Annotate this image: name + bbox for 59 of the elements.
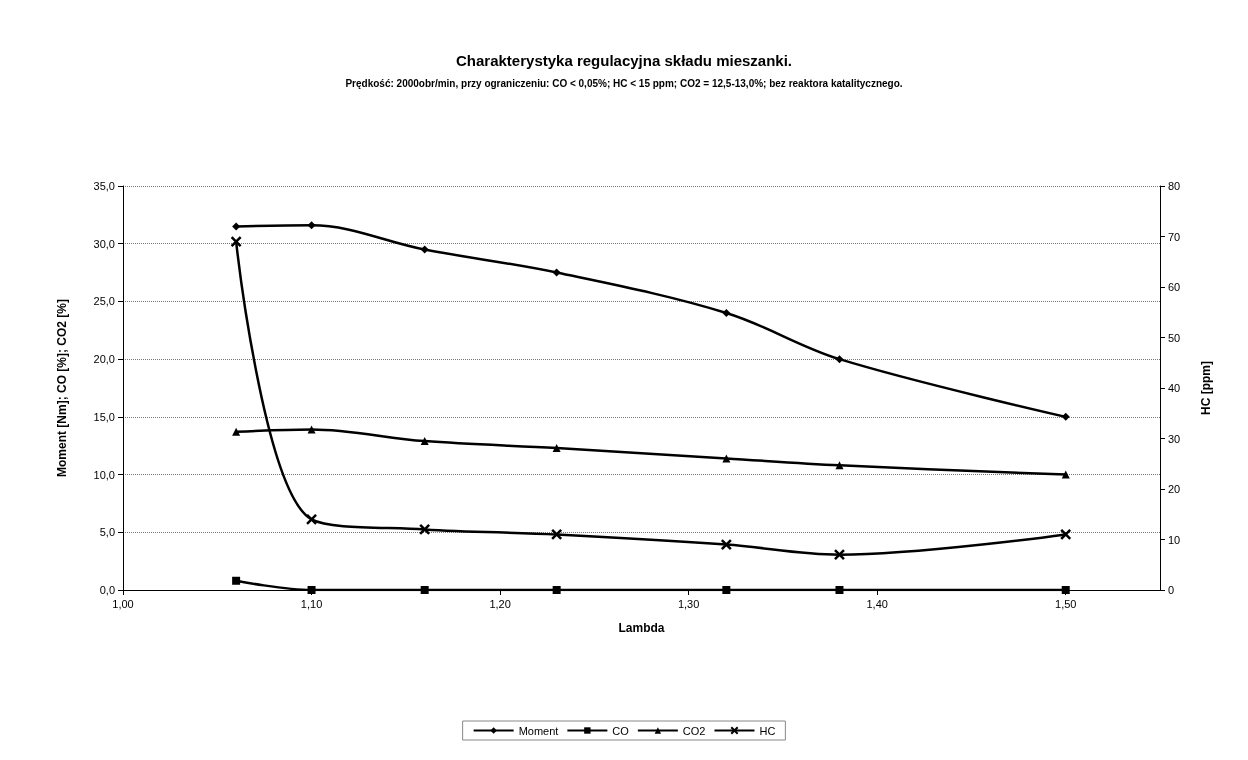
point xyxy=(420,586,429,594)
chart-title: Charakterystyka regulacyjna składu mieszanki. xyxy=(455,52,793,69)
chart-subtitle: Prędkość: 2000obr/min, przy ograniczeniu: CO < 0,05%; HC < 15 ppm; CO2 = 12,5-13,0%; bez reaktora katalitycznego. xyxy=(345,77,903,89)
y-axis-title: Moment [Nm]; CO [%]; CO2 [%] xyxy=(55,299,69,477)
point xyxy=(1061,586,1070,594)
point xyxy=(418,523,431,536)
point xyxy=(552,444,561,453)
point xyxy=(307,425,316,434)
y-tick-label: 15,0 xyxy=(93,410,115,423)
point xyxy=(835,586,844,594)
x-tick-label: 1,50 xyxy=(1055,597,1077,610)
point xyxy=(835,461,844,470)
legend-label: CO xyxy=(612,724,630,737)
point xyxy=(550,528,563,541)
y-tick-label: 0,0 xyxy=(99,584,115,596)
point xyxy=(1061,470,1070,479)
y2-tick-label: 50 xyxy=(1168,331,1181,344)
legend-label: Moment xyxy=(518,724,559,737)
point xyxy=(230,235,242,248)
point xyxy=(1059,528,1072,541)
y2-tick-label: 60 xyxy=(1168,281,1181,293)
y-tick-label: 10,0 xyxy=(93,468,115,481)
x-axis-title: Lambda xyxy=(618,621,665,635)
y2-tick-label: 40 xyxy=(1168,382,1181,394)
y-tick-label: 5,0 xyxy=(99,526,115,539)
x-tick-label: 1,40 xyxy=(866,597,888,610)
y-tick-label: 25,0 xyxy=(93,295,115,308)
y-tick-label: 35,0 xyxy=(93,180,115,192)
x-tick-label: 1,30 xyxy=(677,597,700,610)
x-tick-label: 1,20 xyxy=(489,597,511,610)
y2-tick-label: 20 xyxy=(1168,483,1181,495)
point xyxy=(232,427,241,436)
y-tick-label: 20,0 xyxy=(93,353,115,366)
point xyxy=(722,586,731,594)
x-tick-label: 1,10 xyxy=(300,597,323,610)
y-tick-label: 30,0 xyxy=(93,237,115,250)
point xyxy=(552,586,561,594)
legend-label: CO2 xyxy=(682,724,706,737)
point xyxy=(307,586,316,594)
point xyxy=(232,576,241,585)
y2-axis-title: HC [ppm] xyxy=(1199,361,1213,415)
point xyxy=(552,268,561,277)
legend-label: HC xyxy=(759,724,776,737)
point xyxy=(420,437,429,446)
y2-tick-label: 30 xyxy=(1168,432,1181,445)
point xyxy=(420,245,429,254)
point xyxy=(835,355,844,364)
y2-tick-label: 10 xyxy=(1168,533,1181,546)
point xyxy=(232,222,241,231)
x-tick-label: 1,00 xyxy=(112,597,134,610)
point xyxy=(1061,412,1070,421)
y2-tick-label: 80 xyxy=(1168,180,1181,192)
point xyxy=(305,513,318,526)
y2-tick-label: 70 xyxy=(1168,230,1181,243)
point xyxy=(307,221,316,230)
point xyxy=(722,308,731,317)
point xyxy=(720,538,733,551)
y2-tick-label: 0 xyxy=(1168,584,1175,596)
point xyxy=(833,548,846,561)
